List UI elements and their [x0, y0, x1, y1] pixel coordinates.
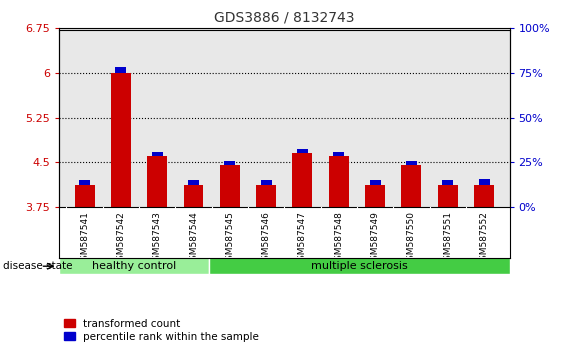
Text: GSM587541: GSM587541 [80, 211, 89, 266]
Bar [224, 161, 235, 165]
Bar [184, 185, 203, 207]
Text: GSM587545: GSM587545 [225, 211, 234, 266]
Bar [479, 179, 490, 185]
Bar [333, 152, 345, 156]
Text: GSM587546: GSM587546 [262, 211, 271, 266]
Bar [370, 180, 381, 185]
Text: GSM587551: GSM587551 [443, 211, 452, 266]
Bar [401, 165, 422, 207]
Text: GSM587549: GSM587549 [370, 211, 379, 266]
Bar [297, 149, 308, 154]
Bar [115, 67, 126, 73]
Title: GDS3886 / 8132743: GDS3886 / 8132743 [214, 10, 355, 24]
Bar [147, 156, 167, 207]
Text: GSM587543: GSM587543 [153, 211, 162, 266]
Bar [365, 185, 385, 207]
Bar [209, 257, 510, 274]
Bar [256, 185, 276, 207]
Bar [188, 180, 199, 185]
Bar [261, 180, 272, 185]
Text: GSM587552: GSM587552 [480, 211, 489, 266]
Text: GSM587550: GSM587550 [407, 211, 416, 266]
Bar [79, 180, 90, 185]
Bar [329, 156, 349, 207]
Legend: transformed count, percentile rank within the sample: transformed count, percentile rank withi… [64, 319, 259, 342]
Bar [406, 161, 417, 165]
Text: healthy control: healthy control [92, 261, 176, 271]
Bar [151, 152, 163, 156]
Bar [474, 185, 494, 207]
Text: GSM587542: GSM587542 [117, 211, 126, 266]
Bar [111, 73, 131, 207]
Bar [59, 257, 209, 274]
Bar [74, 185, 95, 207]
Bar [220, 165, 240, 207]
Bar [438, 185, 458, 207]
Text: disease state: disease state [3, 261, 72, 271]
Text: GSM587544: GSM587544 [189, 211, 198, 266]
Bar [293, 154, 312, 207]
Text: GSM587548: GSM587548 [334, 211, 343, 266]
Bar [443, 180, 453, 185]
Text: GSM587547: GSM587547 [298, 211, 307, 266]
Text: multiple sclerosis: multiple sclerosis [311, 261, 408, 271]
